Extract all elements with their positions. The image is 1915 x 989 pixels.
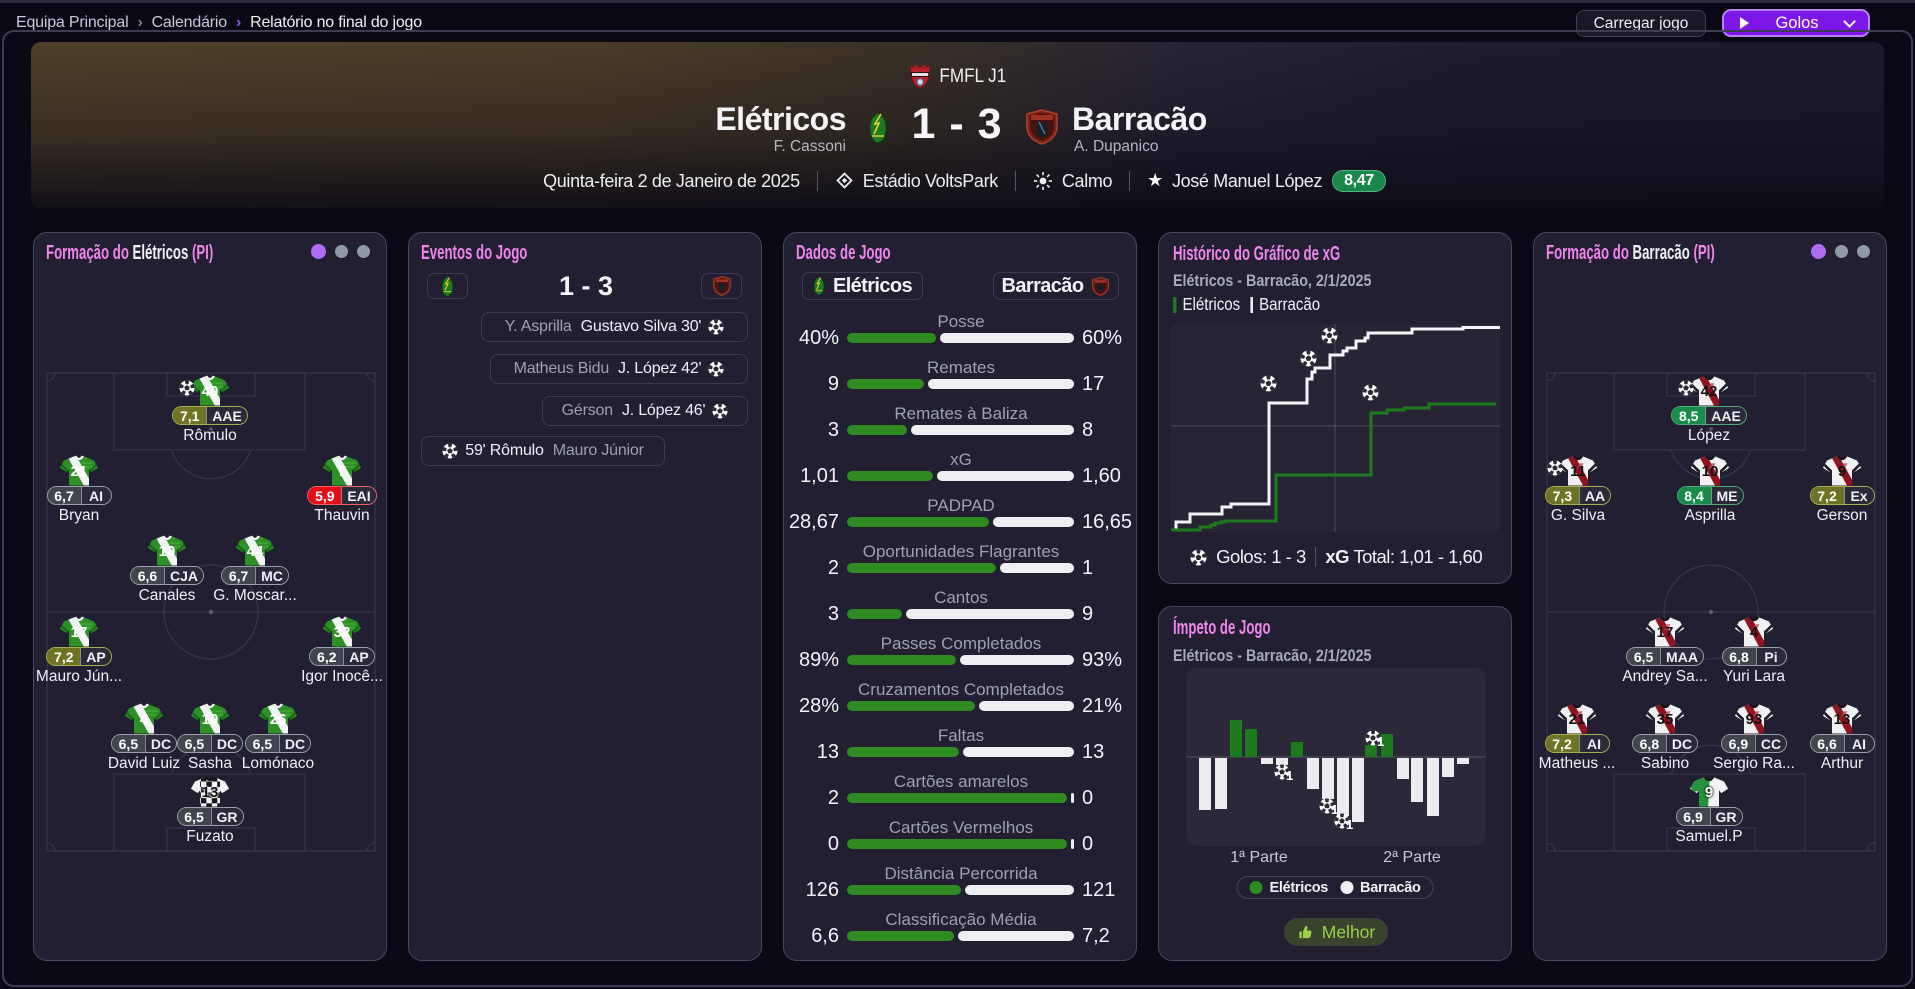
svg-text:1: 1 <box>1331 802 1338 817</box>
svg-text:1: 1 <box>1346 817 1353 832</box>
svg-text:1: 1 <box>1377 734 1384 749</box>
svg-text:1: 1 <box>1286 768 1293 783</box>
